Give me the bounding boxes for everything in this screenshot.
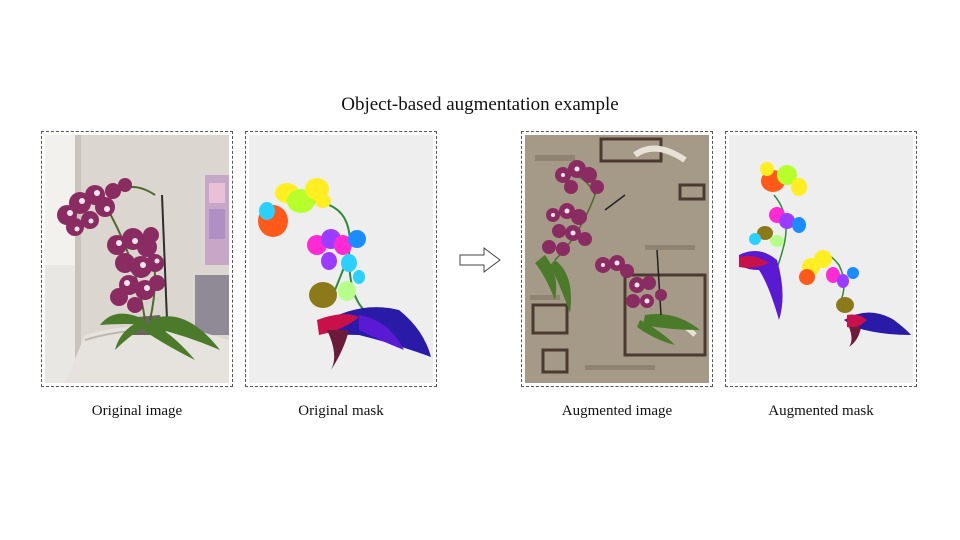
- original-image-panel: [41, 131, 233, 387]
- augmented-image-caption: Augmented image: [561, 403, 673, 419]
- augmented-image-panel: [521, 131, 713, 387]
- augmented-mask-caption: Augmented mask: [768, 403, 874, 419]
- original-photo: [45, 135, 229, 383]
- original-mask-panel: [245, 131, 437, 387]
- original-image-caption: Original image: [91, 403, 183, 419]
- augmented-mask-panel: [725, 131, 917, 387]
- right-arrow-icon: [459, 247, 501, 273]
- original-mask-caption: Original mask: [298, 403, 384, 419]
- augmented-photo: [525, 135, 709, 383]
- figure-title: Object-based augmentation example: [341, 94, 619, 115]
- original-mask: [249, 135, 433, 383]
- augmented-mask: [729, 135, 913, 383]
